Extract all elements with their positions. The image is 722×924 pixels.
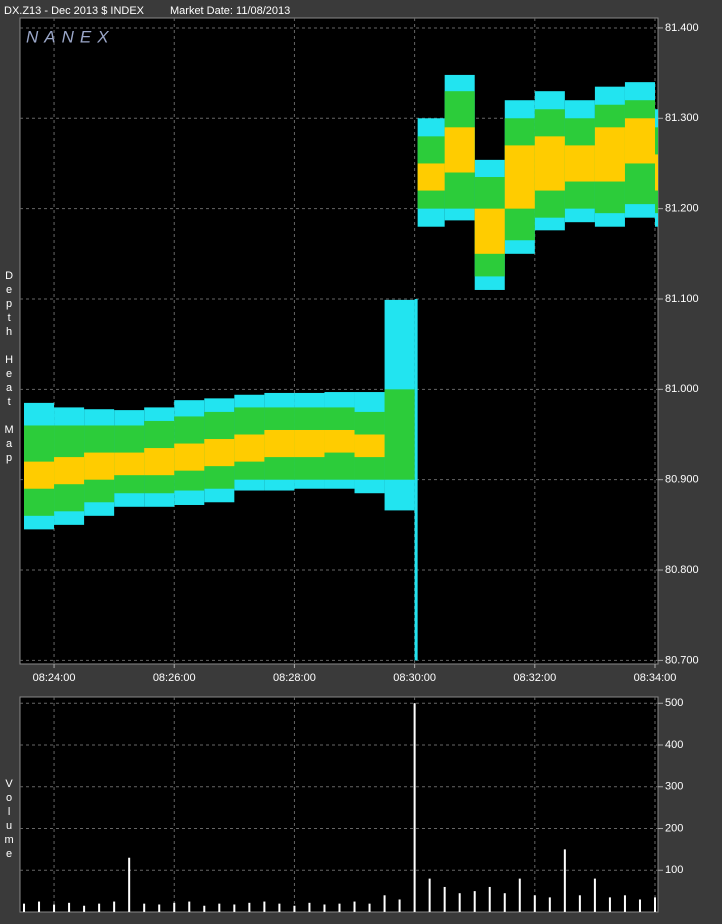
x-tick-label: 08:28:00 xyxy=(273,672,316,684)
volume-bar xyxy=(143,903,146,912)
volume-bar xyxy=(398,899,401,912)
volume-bar xyxy=(383,895,386,912)
volume-bar xyxy=(68,902,71,912)
volume-bar xyxy=(533,895,536,912)
volume-bar xyxy=(593,878,596,912)
x-tick-label: 08:26:00 xyxy=(153,672,196,684)
y-tick-label: 200 xyxy=(665,822,683,834)
depth-band xyxy=(114,452,145,476)
volume-bar xyxy=(128,857,131,912)
y-tick-label: 100 xyxy=(665,864,683,876)
depth-band xyxy=(204,439,235,467)
y-axis-label: Depth Heat Map xyxy=(3,270,15,466)
volume-bar xyxy=(158,904,161,912)
volume-bar xyxy=(638,899,641,912)
depth-band xyxy=(504,145,535,209)
depth-band xyxy=(564,145,595,182)
depth-band xyxy=(324,429,355,453)
volume-bar xyxy=(38,901,41,912)
volume-bar xyxy=(338,903,341,912)
volume-bar xyxy=(113,901,116,912)
depth-band xyxy=(384,389,415,480)
volume-bar xyxy=(83,905,86,912)
volume-bar xyxy=(308,902,311,912)
volume-bar xyxy=(233,904,236,912)
depth-band xyxy=(414,298,418,661)
volume-bar xyxy=(428,878,431,912)
depth-band xyxy=(264,429,295,458)
y-tick-label: 300 xyxy=(665,781,683,793)
y-axis-label: Volume xyxy=(3,778,15,862)
depth-band xyxy=(474,208,505,254)
volume-bar xyxy=(503,893,506,912)
x-tick-label: 08:34:00 xyxy=(634,672,677,684)
volume-bar xyxy=(548,897,551,912)
volume-bar xyxy=(203,905,206,912)
depth-band xyxy=(54,457,85,485)
volume-bar xyxy=(473,891,476,912)
depth-band xyxy=(24,461,55,489)
volume-bar xyxy=(98,903,101,912)
volume-bar xyxy=(458,893,461,912)
y-tick-label: 80.700 xyxy=(665,654,699,666)
watermark: NANEX xyxy=(26,27,115,46)
y-tick-label: 80.900 xyxy=(665,474,699,486)
volume-bar xyxy=(443,886,446,912)
volume-bar xyxy=(293,905,296,912)
depth-band xyxy=(594,127,625,182)
depth-band xyxy=(624,118,655,164)
volume-bar xyxy=(173,902,176,912)
volume-bar xyxy=(608,897,611,912)
volume-bar xyxy=(248,902,251,912)
volume-bar xyxy=(263,901,266,912)
volume-bar xyxy=(218,903,221,912)
volume-bar xyxy=(518,878,521,912)
depth-band xyxy=(534,136,565,191)
y-tick-label: 81.100 xyxy=(665,293,699,305)
chart-subtitle: Market Date: 11/08/2013 xyxy=(170,5,290,17)
volume-bar xyxy=(323,904,326,912)
x-tick-label: 08:32:00 xyxy=(513,672,556,684)
volume-bar xyxy=(188,901,191,912)
depth-band xyxy=(354,434,385,458)
y-tick-label: 80.800 xyxy=(665,564,699,576)
depth-band xyxy=(144,448,175,476)
depth-band xyxy=(294,429,325,458)
volume-bar xyxy=(623,895,626,912)
y-tick-label: 81.300 xyxy=(665,112,699,124)
depth-band xyxy=(654,154,658,191)
volume-bar xyxy=(23,903,26,912)
depth-band xyxy=(444,127,475,173)
depth-band xyxy=(84,452,115,480)
depth-band xyxy=(417,163,445,191)
depth-band xyxy=(174,443,205,471)
y-tick-label: 81.000 xyxy=(665,383,699,395)
y-tick-label: 400 xyxy=(665,739,683,751)
volume-bar xyxy=(413,703,416,912)
volume-bar xyxy=(578,895,581,912)
y-tick-label: 81.200 xyxy=(665,203,699,215)
volume-bar xyxy=(53,904,56,912)
chart-title: DX.Z13 - Dec 2013 $ INDEX xyxy=(4,5,145,17)
y-tick-label: 81.400 xyxy=(665,22,699,34)
volume-bar xyxy=(278,903,281,912)
y-tick-label: 500 xyxy=(665,697,683,709)
volume-bar xyxy=(653,897,656,912)
volume-bar xyxy=(353,901,356,912)
volume-bar xyxy=(368,903,371,912)
volume-bar xyxy=(488,886,491,912)
volume-plot xyxy=(19,696,659,913)
volume-bar xyxy=(563,849,566,912)
x-tick-label: 08:24:00 xyxy=(33,672,76,684)
x-tick-label: 08:30:00 xyxy=(393,672,436,684)
depth-band xyxy=(234,434,265,462)
